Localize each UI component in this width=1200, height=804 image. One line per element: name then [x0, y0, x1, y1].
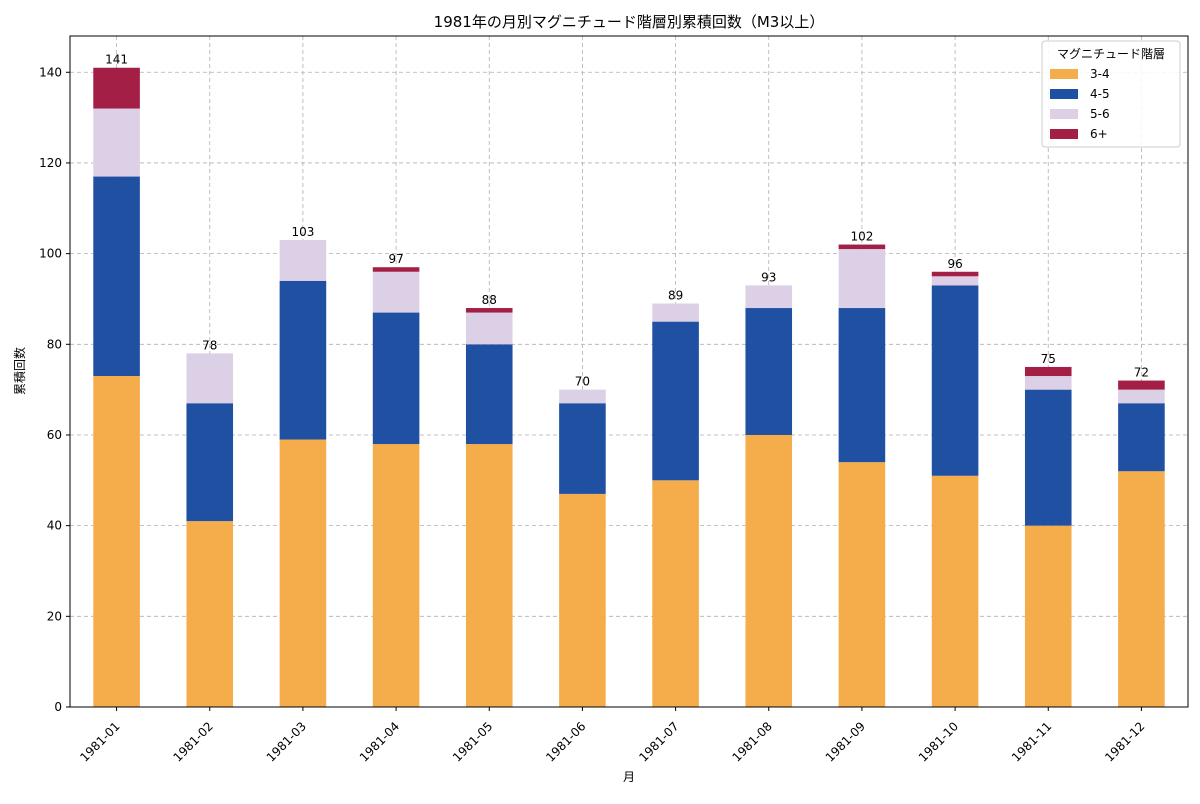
bar-segment-4-5: [186, 403, 234, 522]
bar-segment-3-4: [372, 444, 420, 707]
total-data-label: 96: [947, 257, 962, 271]
bar-segment-4-5: [465, 344, 513, 445]
total-data-label: 88: [482, 293, 497, 307]
chart-title: 1981年の月別マグニチュード階層別累積回数（M3以上）: [434, 13, 825, 31]
bar-segment-5-6: [931, 276, 979, 286]
total-data-label: 102: [850, 230, 873, 244]
legend-entry-label: 4-5: [1090, 87, 1110, 101]
total-data-label: 97: [388, 252, 403, 266]
total-data-label: 75: [1041, 352, 1056, 366]
bar-segment-6plus: [1118, 380, 1165, 390]
legend-swatch: [1050, 129, 1078, 139]
bar-segment-5-6: [838, 249, 886, 309]
y-tick-label: 80: [47, 337, 62, 351]
total-data-label: 103: [291, 225, 314, 239]
bar-segment-3-4: [838, 462, 886, 707]
y-tick-label: 20: [47, 609, 62, 623]
bar-segment-5-6: [279, 240, 327, 281]
bar-segment-4-5: [279, 280, 327, 440]
bar-segment-5-6: [745, 285, 793, 309]
bar-segment-6plus: [838, 244, 886, 250]
bar-segment-3-4: [93, 376, 140, 707]
x-tick-label: 1981-10: [916, 719, 961, 764]
x-tick-label: 1981-06: [543, 719, 588, 764]
legend-entry-label: 5-6: [1090, 107, 1110, 121]
x-tick-label: 1981-02: [171, 719, 216, 764]
bar-segment-4-5: [372, 312, 420, 445]
y-tick-label: 140: [39, 65, 62, 79]
bar-segment-6plus: [1024, 366, 1072, 377]
bar-segment-3-4: [186, 521, 234, 707]
y-tick-label: 100: [39, 247, 62, 261]
x-axis-label: 月: [623, 770, 635, 784]
x-tick-label: 1981-07: [636, 719, 681, 764]
bar-segment-5-6: [93, 108, 140, 177]
legend: マグニチュード階層 3-4 4-5 5-6 6+: [1041, 40, 1181, 148]
legend-entry-label: 6+: [1090, 127, 1108, 141]
legend-swatch: [1050, 69, 1078, 79]
bar-segment-5-6: [186, 353, 234, 404]
legend-title: マグニチュード階層: [1057, 46, 1165, 61]
x-tick-label: 1981-09: [823, 719, 868, 764]
bar-segment-3-4: [559, 493, 606, 707]
y-tick-label: 0: [54, 700, 62, 714]
x-tick-label: 1981-08: [730, 719, 775, 764]
bar-segment-3-4: [652, 480, 699, 707]
total-data-label: 78: [202, 338, 217, 352]
x-tick-label: 1981-12: [1102, 719, 1147, 764]
y-tick-label: 60: [47, 428, 62, 442]
bar-segment-4-5: [1118, 403, 1165, 472]
bar-segment-3-4: [931, 475, 979, 707]
legend-swatch: [1050, 109, 1078, 119]
bar-segment-5-6: [1024, 376, 1072, 390]
x-tick-label: 1981-03: [264, 719, 309, 764]
total-data-label: 72: [1134, 366, 1149, 380]
bar-segment-4-5: [838, 308, 886, 463]
bar-segment-3-4: [1024, 525, 1072, 707]
total-data-label: 141: [105, 53, 128, 67]
bar-segment-4-5: [745, 308, 793, 435]
bar-segment-3-4: [279, 439, 327, 707]
bar-segment-4-5: [1024, 389, 1072, 526]
bar-segment-6plus: [372, 267, 420, 272]
bar-segment-6plus: [93, 67, 140, 109]
bar-segment-4-5: [652, 321, 699, 481]
y-tick-label: 40: [47, 519, 62, 533]
bar-segment-5-6: [559, 389, 606, 404]
bar-segment-6plus: [465, 308, 513, 313]
total-data-label: 89: [668, 288, 683, 302]
x-tick-label: 1981-01: [77, 719, 122, 764]
y-tick-label: 120: [39, 156, 62, 170]
legend-frame: [1041, 40, 1181, 148]
bar-segment-5-6: [1118, 389, 1165, 404]
bar-segment-5-6: [465, 312, 513, 345]
bar-segment-4-5: [559, 403, 606, 494]
bar-segment-5-6: [372, 271, 420, 313]
bar-segment-4-5: [931, 285, 979, 476]
legend-entry-label: 3-4: [1090, 67, 1110, 81]
bar-segment-5-6: [652, 303, 699, 322]
x-tick-label: 1981-05: [450, 719, 495, 764]
x-tick-label: 1981-04: [357, 719, 402, 764]
plot-frame: [69, 35, 1189, 708]
total-data-label: 70: [575, 375, 590, 389]
x-tick-label: 1981-11: [1009, 719, 1054, 764]
legend-swatch: [1050, 89, 1078, 99]
bar-segment-3-4: [1118, 471, 1165, 707]
bar-segment-6plus: [931, 271, 979, 277]
total-data-label: 93: [761, 270, 776, 284]
bar-segment-4-5: [93, 176, 140, 377]
bar-segment-3-4: [465, 444, 513, 707]
y-axis-label: 累積回数: [12, 347, 27, 395]
bar-segment-3-4: [745, 434, 793, 707]
